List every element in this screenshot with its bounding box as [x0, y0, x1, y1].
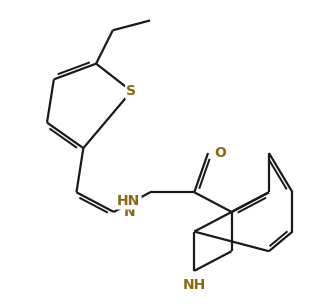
Text: N: N [124, 205, 135, 219]
Text: NH: NH [183, 278, 206, 292]
Text: HN: HN [117, 194, 140, 208]
Text: S: S [126, 84, 136, 98]
Text: O: O [214, 146, 226, 160]
